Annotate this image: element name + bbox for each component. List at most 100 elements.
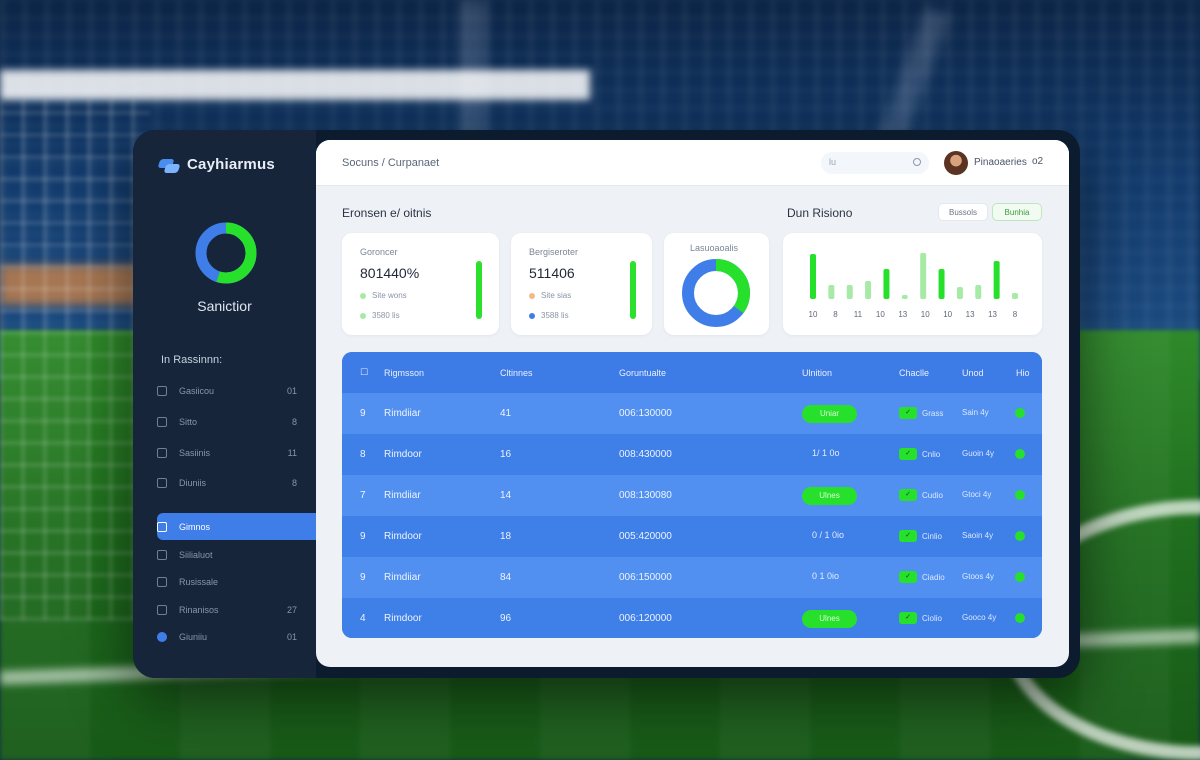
sidebar-item-8[interactable]: Rinanisos 27: [157, 596, 315, 623]
row-name[interactable]: Rimdiiar: [384, 408, 421, 419]
sidebar-item-1[interactable]: Gasiicou 01: [157, 377, 315, 404]
row-check[interactable]: ✓ Cinlio: [899, 530, 942, 542]
status-badge[interactable]: Uniar: [802, 405, 857, 423]
x-tick-label: 13: [988, 310, 997, 319]
row-name[interactable]: Rimdoor: [384, 613, 422, 624]
user-menu-indicator[interactable]: o2: [1032, 156, 1044, 167]
column-header[interactable]: Rigmsson: [384, 367, 425, 378]
bar-9[interactable]: [975, 285, 982, 299]
search-input[interactable]: lu: [821, 152, 929, 174]
table-row[interactable]: 4 Rimdoor 96 006:120000 Ulnes ✓ Ciolio Gooco 4y: [342, 598, 1042, 638]
row-score: 008:130080: [619, 490, 672, 501]
top-bar: Socuns / Curpanaet lu Pinaoaeries o2: [316, 140, 1069, 186]
column-header[interactable]: Goruntualte: [619, 367, 667, 378]
bar-1[interactable]: [828, 285, 835, 299]
x-tick-label: 11: [854, 310, 863, 319]
check-toggle[interactable]: ✓: [899, 530, 917, 542]
status-text: 0 / 1 0io: [812, 530, 845, 540]
row-match: Saoin 4y: [962, 531, 994, 540]
row-status-dot-icon[interactable]: [1015, 613, 1025, 623]
avatar[interactable]: [944, 151, 968, 175]
check-toggle[interactable]: ✓: [899, 448, 917, 460]
sidebar-item-3[interactable]: Sasiinis 11: [157, 439, 315, 466]
row-score: 005:420000: [619, 531, 672, 542]
row-check[interactable]: ✓ Cnlio: [899, 448, 940, 460]
legend-dot: [529, 292, 535, 299]
bar-6[interactable]: [920, 253, 927, 299]
x-tick-label: 8: [1013, 310, 1018, 319]
chart-toggle-1[interactable]: Bussols: [938, 203, 988, 221]
sidebar-item-6[interactable]: Siilialuot: [157, 541, 315, 568]
row-check-label: Ciadio: [922, 572, 945, 582]
item-icon: [157, 385, 167, 396]
table-row[interactable]: 7 Rimdiiar 14 008:130080 Ulnes ✓ Cudio Gtoci 4y: [342, 475, 1042, 516]
bar-0[interactable]: [810, 254, 816, 299]
x-tick-label: 10: [943, 310, 952, 319]
row-status-dot-icon[interactable]: [1015, 449, 1025, 459]
row-match: Guoin 4y: [962, 449, 995, 458]
breadcrumb[interactable]: Socuns / Curpanaet: [342, 157, 440, 169]
status-text: 0 1 0io: [812, 571, 840, 581]
sidebar-section-label: In Rassinnn:: [161, 354, 223, 366]
check-toggle[interactable]: ✓: [899, 407, 917, 419]
check-toggle[interactable]: ✓: [899, 612, 917, 624]
check-toggle[interactable]: ✓: [899, 571, 917, 583]
x-tick-label: 13: [966, 310, 975, 319]
row-name[interactable]: Rimdiiar: [384, 572, 421, 583]
stat-card-2[interactable]: Bergiseroter 511406 Site sias 3588 lis: [511, 233, 652, 335]
select-all-icon[interactable]: ☐: [360, 367, 369, 377]
stat-card-1[interactable]: Goroncer 801440% Site wons 3580 lis: [342, 233, 499, 335]
sidebar-item-active[interactable]: Gimnos: [157, 513, 316, 540]
column-header[interactable]: Hio: [1016, 367, 1030, 378]
row-name[interactable]: Rimdoor: [384, 531, 422, 542]
sidebar-item-9[interactable]: Giuniiu 01: [157, 623, 315, 650]
row-check[interactable]: ✓ Cudio: [899, 489, 943, 501]
row-check[interactable]: ✓ Ciolio: [899, 612, 942, 624]
table-row[interactable]: 8 Rimdoor 16 008:430000 1/ 1 0o ✓ Cnlio Guoin 4…: [342, 434, 1042, 475]
row-check[interactable]: ✓ Grass: [899, 407, 943, 419]
status-badge[interactable]: Ulnes: [802, 487, 857, 505]
row-status-dot-icon[interactable]: [1015, 490, 1025, 500]
row-status-dot-icon[interactable]: [1015, 531, 1025, 541]
app-logo[interactable]: Cayhiarmus: [159, 156, 275, 173]
row-status-dot-icon[interactable]: [1015, 572, 1025, 582]
column-header[interactable]: Unod: [962, 367, 984, 378]
item-icon: [157, 631, 167, 642]
main-panel: Socuns / Curpanaet lu Pinaoaeries o2 Ero…: [316, 140, 1069, 667]
row-index: 9: [360, 408, 366, 419]
table-row[interactable]: 9 Rimdoor 18 005:420000 0 / 1 0io ✓ Cinlio Saoi…: [342, 516, 1042, 557]
bar-chart-card[interactable]: 10 8 11 10 13 10 10 13 13 8: [783, 233, 1042, 335]
table-row[interactable]: 9 Rimdiiar 84 006:150000 0 1 0io ✓ Ciadio Gtoos…: [342, 557, 1042, 598]
bar-4[interactable]: [883, 269, 890, 299]
user-name[interactable]: Pinaoaeries: [974, 157, 1027, 168]
chart-toggle-2[interactable]: Bunhia: [992, 203, 1042, 221]
bar-7[interactable]: [938, 269, 945, 299]
row-check-label: Cudio: [922, 490, 943, 500]
status-badge[interactable]: Ulnes: [802, 610, 857, 628]
bar-10[interactable]: [993, 261, 1000, 299]
table-row[interactable]: 9 Rimdiiar 41 006:130000 Uniar ✓ Grass Sain 4y: [342, 393, 1042, 434]
sidebar-item-4[interactable]: Diuniis 8: [157, 469, 315, 496]
row-score: 006:120000: [619, 613, 672, 624]
donut-card[interactable]: Lasuoaoalis: [664, 233, 769, 335]
row-name[interactable]: Rimdiiar: [384, 490, 421, 501]
x-tick-label: 10: [921, 310, 930, 319]
search-icon[interactable]: [913, 158, 921, 166]
bar-11[interactable]: [1012, 293, 1018, 299]
bar-8[interactable]: [956, 287, 963, 299]
row-check[interactable]: ✓ Ciadio: [899, 571, 945, 583]
column-header[interactable]: Chaclle: [899, 367, 930, 378]
row-name[interactable]: Rimdoor: [384, 449, 422, 460]
column-header[interactable]: Cltinnes: [500, 367, 533, 378]
row-status-dot-icon[interactable]: [1015, 408, 1025, 418]
check-toggle[interactable]: ✓: [899, 489, 917, 501]
column-header[interactable]: Ulnition: [802, 367, 833, 378]
bar-3[interactable]: [865, 281, 872, 299]
bar-2[interactable]: [846, 285, 853, 299]
x-tick-label: 8: [833, 310, 838, 319]
bar-5[interactable]: [901, 295, 908, 299]
sidebar-item-7[interactable]: Rusissale: [157, 568, 315, 595]
row-index: 4: [360, 613, 366, 624]
sidebar-item-2[interactable]: Sitto 8: [157, 408, 315, 435]
status-text: 1/ 1 0o: [812, 448, 840, 458]
